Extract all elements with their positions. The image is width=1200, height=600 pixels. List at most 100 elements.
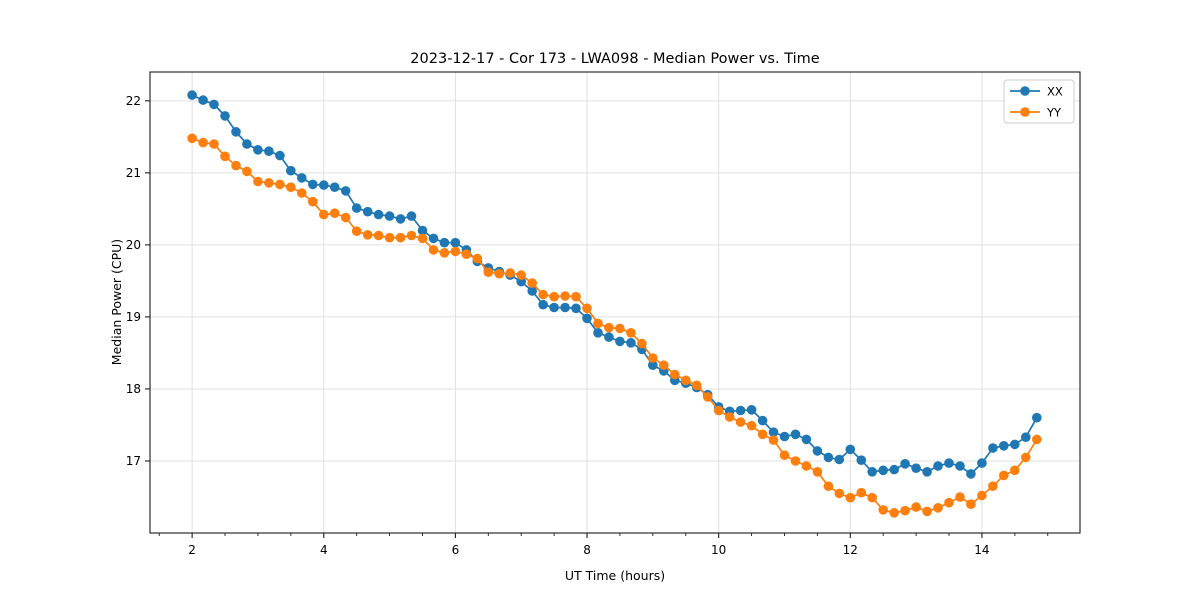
data-point-yy [549, 291, 559, 302]
data-point-xx [615, 336, 625, 347]
y-tick-label: 18 [126, 382, 141, 396]
data-point-xx [735, 405, 746, 416]
data-point-xx [439, 237, 450, 248]
chart-title: 2023-12-17 - Cor 173 - LWA098 - Median P… [410, 51, 819, 67]
data-point-yy [648, 353, 658, 363]
data-point-xx [823, 452, 834, 463]
data-point-yy [724, 412, 735, 422]
data-point-yy [242, 166, 252, 177]
y-tick-label: 19 [126, 310, 141, 324]
data-point-yy [571, 291, 581, 302]
data-point-xx [340, 186, 351, 196]
data-point-yy [801, 461, 812, 471]
data-point-xx [406, 211, 417, 221]
legend-box [1003, 79, 1075, 124]
data-point-xx [351, 203, 362, 213]
data-point-yy [538, 289, 548, 300]
data-point-xx [900, 459, 910, 469]
data-point-yy [955, 492, 965, 502]
data-point-yy [626, 328, 636, 338]
x-tick-label: 8 [583, 543, 591, 557]
data-point-yy [560, 291, 570, 301]
data-point-xx [286, 165, 296, 176]
data-point-yy [845, 492, 856, 503]
data-point-yy [812, 467, 823, 477]
data-point-yy [691, 380, 702, 391]
series-line-yy [191, 137, 1038, 514]
axes-layer: 2 4 6 8 10 12 14 17 18 19 20 21 22 [126, 71, 1081, 557]
data-point-xx [801, 434, 812, 445]
data-point-yy [362, 230, 373, 240]
legend-marker-xx [1020, 86, 1030, 96]
data-point-xx [264, 146, 274, 156]
data-point-xx [768, 427, 779, 438]
data-point-xx [604, 332, 614, 342]
data-point-xx [329, 182, 340, 192]
data-point-yy [746, 420, 757, 431]
data-point-yy [384, 232, 395, 243]
data-point-yy [735, 417, 746, 427]
data-point-yy [253, 176, 263, 187]
data-point-xx [834, 454, 845, 465]
data-point-yy [604, 322, 614, 333]
data-point-yy [823, 481, 834, 492]
data-point-xx [878, 465, 888, 476]
data-point-xx [1021, 432, 1031, 443]
data-point-yy [450, 246, 461, 257]
data-point-xx [856, 455, 867, 466]
data-point-yy [417, 233, 428, 244]
data-point-yy [351, 226, 362, 236]
data-point-yy [220, 151, 230, 162]
data-point-yy [582, 303, 592, 314]
data-point-xx [428, 233, 439, 244]
data-point-yy [395, 232, 406, 243]
data-point-xx [527, 286, 537, 296]
data-point-xx [319, 180, 329, 190]
x-tick-label: 2 [188, 543, 196, 557]
data-point-yy [406, 230, 417, 241]
y-tick-label: 17 [126, 454, 141, 468]
data-point-yy [1021, 452, 1031, 463]
data-point-xx [275, 150, 285, 161]
x-axis-label: UT Time (hours) [565, 568, 665, 583]
data-point-xx [955, 461, 965, 471]
data-point-xx [812, 446, 823, 456]
data-point-xx [362, 206, 373, 217]
data-point-yy [308, 196, 318, 207]
data-point-yy [681, 375, 691, 386]
data-point-xx [1032, 412, 1042, 423]
data-point-yy [659, 360, 669, 371]
data-point-xx [790, 429, 801, 440]
data-point-xx [395, 214, 406, 224]
data-point-yy [867, 492, 877, 503]
data-point-yy [977, 490, 987, 501]
data-point-yy [988, 481, 998, 492]
data-point-yy [275, 179, 285, 190]
data-point-yy [878, 505, 888, 515]
data-point-yy [516, 270, 526, 280]
data-point-yy [768, 435, 779, 445]
grid-layer [150, 72, 1080, 533]
legend-label-xx: XX [1047, 85, 1063, 99]
data-point-xx [867, 467, 877, 477]
data-point-yy [834, 488, 845, 499]
data-point-xx [889, 464, 899, 475]
data-point-yy [428, 245, 439, 255]
data-point-xx [549, 302, 559, 313]
data-point-xx [308, 179, 318, 190]
data-point-yy [670, 369, 680, 380]
y-tick-label: 21 [126, 166, 141, 180]
data-point-xx [922, 467, 932, 477]
data-point-xx [746, 405, 757, 415]
data-point-xx [220, 111, 230, 121]
data-point-yy [286, 182, 296, 192]
data-point-xx [231, 127, 241, 137]
data-point-yy [1010, 465, 1020, 476]
data-point-yy [757, 429, 768, 440]
data-point-yy [593, 318, 603, 329]
data-point-xx [944, 458, 954, 468]
data-point-yy [922, 506, 932, 517]
data-point-yy [790, 456, 801, 466]
